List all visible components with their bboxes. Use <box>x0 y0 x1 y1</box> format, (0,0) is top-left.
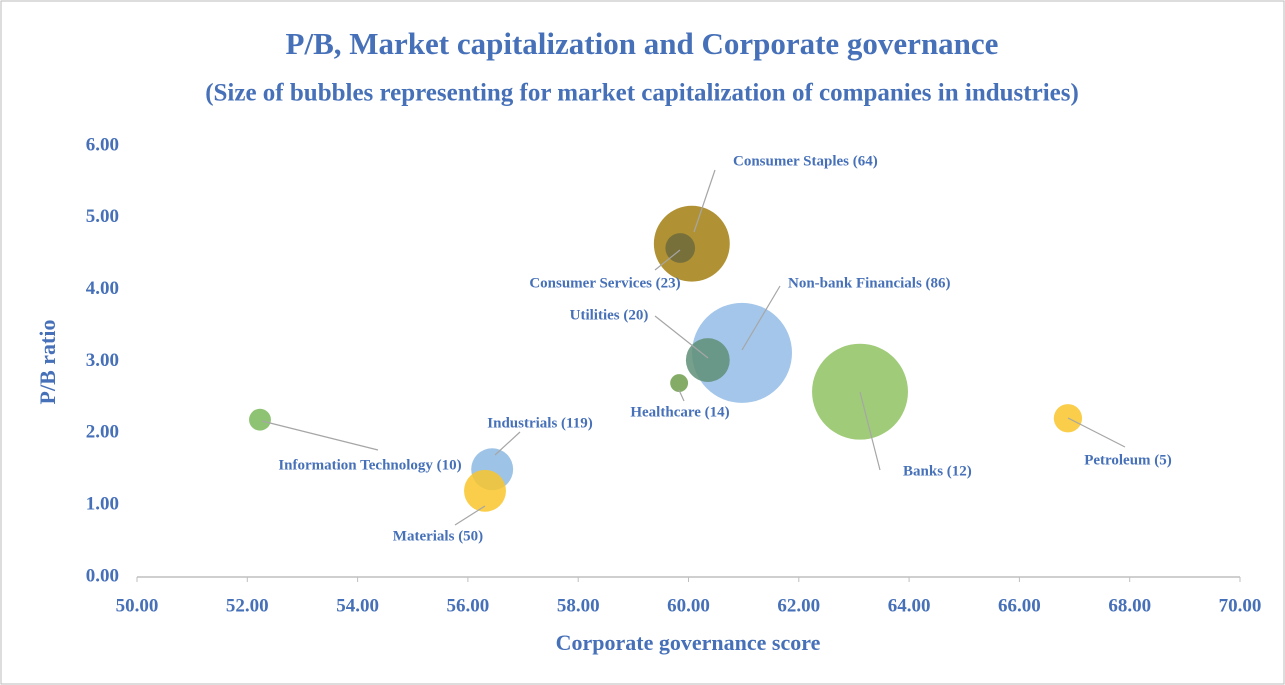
chart-title: P/B, Market capitalization and Corporate… <box>286 26 999 61</box>
data-label: Materials (50) <box>393 528 483 544</box>
data-label: Petroleum (5) <box>1084 452 1172 468</box>
y-tick-label: 5.00 <box>86 206 119 227</box>
data-label: Information Technology (10) <box>278 457 461 473</box>
data-label: Utilities (20) <box>570 307 649 323</box>
y-tick-label: 0.00 <box>86 565 119 586</box>
bubble <box>249 408 271 431</box>
y-tick-label: 6.00 <box>86 134 119 155</box>
leader-line <box>1067 417 1126 448</box>
bubble <box>812 343 908 440</box>
y-tick-label: 4.00 <box>86 278 119 299</box>
leader-line <box>678 389 685 402</box>
data-label: Banks (12) <box>903 463 972 479</box>
leader-line <box>654 249 681 271</box>
data-label: Consumer Staples (64) <box>733 153 878 169</box>
leader-line <box>741 285 781 351</box>
data-label: Healthcare (14) <box>630 404 729 420</box>
leader-line <box>261 420 379 451</box>
y-tick-label: 2.00 <box>86 422 119 443</box>
bubble <box>464 469 506 512</box>
x-tick-label: 58.00 <box>557 595 600 616</box>
leader-line <box>494 431 521 456</box>
data-label: Non-bank Financials (86) <box>788 275 951 291</box>
y-tick-label: 1.00 <box>86 494 119 515</box>
x-tick-label: 70.00 <box>1219 595 1262 616</box>
y-axis-label: P/B ratio <box>35 320 60 405</box>
x-tick-label: 54.00 <box>336 595 379 616</box>
y-tick-label: 3.00 <box>86 350 119 371</box>
leader-line <box>654 315 709 359</box>
x-tick-label: 68.00 <box>1108 595 1151 616</box>
x-tick-label: 66.00 <box>998 595 1041 616</box>
x-tick-label: 64.00 <box>888 595 931 616</box>
x-tick-label: 50.00 <box>116 595 159 616</box>
x-axis-label: Corporate governance score <box>556 630 821 655</box>
x-tick-label: 56.00 <box>447 595 490 616</box>
x-tick-label: 52.00 <box>226 595 269 616</box>
chart-subtitle: (Size of bubbles representing for market… <box>205 80 1079 107</box>
data-label: Consumer Services (23) <box>529 275 680 291</box>
leader-line <box>859 391 881 471</box>
bubble <box>670 374 689 392</box>
bubble <box>685 338 730 382</box>
leader-line <box>454 505 486 526</box>
x-tick-label: 60.00 <box>667 595 710 616</box>
data-label: Industrials (119) <box>487 415 592 431</box>
x-tick-label: 62.00 <box>777 595 820 616</box>
leader-line <box>693 169 716 233</box>
